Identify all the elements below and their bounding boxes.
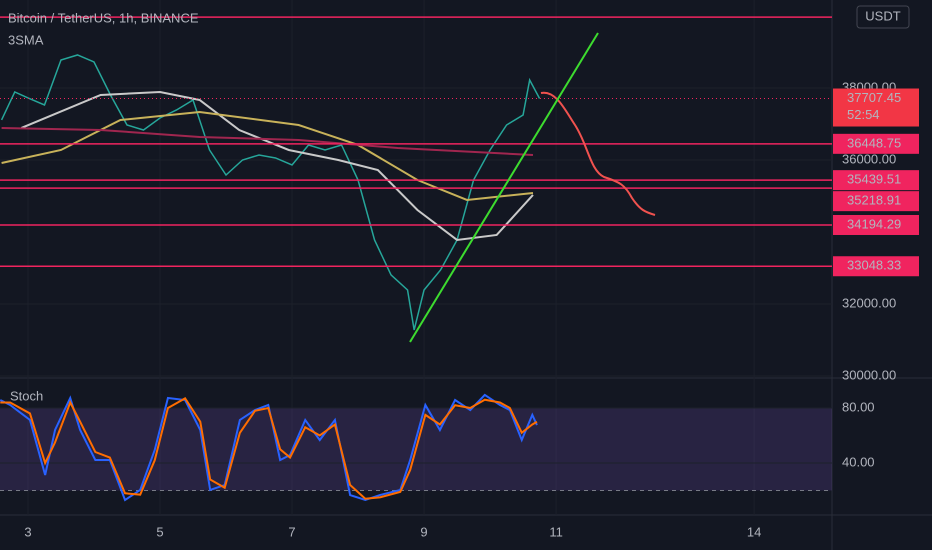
indicator-label: Stoch — [10, 388, 43, 403]
level-label: 35218.91 — [847, 193, 901, 208]
series-line — [0, 393, 538, 502]
x-tick-label: 5 — [156, 524, 163, 539]
last-price-label: 37707.45 — [847, 90, 901, 105]
level-label-box — [833, 256, 919, 277]
currency-badge[interactable] — [856, 5, 910, 29]
x-tick-label: 7 — [288, 524, 295, 539]
series-line — [1, 126, 534, 156]
level-label: 33048.33 — [847, 258, 901, 273]
level-label-box — [833, 170, 919, 191]
level-label: 36448.75 — [847, 135, 901, 150]
x-tick-label: 14 — [747, 524, 761, 539]
x-tick-label: 3 — [24, 524, 31, 539]
level-label-box — [833, 214, 919, 235]
projection-drawing — [540, 91, 656, 216]
y-tick-label: 32000.00 — [842, 295, 896, 310]
trend-line — [409, 32, 599, 343]
x-tick-label: 11 — [549, 524, 563, 539]
plot: 3 5 7 9 11 1430000.0032000.0036000.0038000.00… — [0, 16, 919, 540]
level-label: 34194.29 — [847, 216, 901, 231]
y-tick-label: 30000.00 — [842, 367, 896, 382]
level-label-box — [833, 133, 919, 154]
level-label-box — [833, 191, 919, 212]
series-line — [0, 397, 538, 500]
y-tick-label: 36000.00 — [842, 151, 896, 166]
chart-title: Bitcoin / TetherUS, 1h, BINANCE — [8, 10, 199, 25]
series-line — [1, 110, 534, 202]
last-price-box — [833, 88, 919, 127]
x-tick-label: 9 — [420, 524, 427, 539]
level-label: 35439.51 — [847, 172, 901, 187]
indicator-label: 3SMA — [8, 32, 44, 47]
y-tick-label: 40.00 — [842, 454, 875, 469]
countdown-label: 52:54 — [847, 107, 880, 122]
currency-label: USDT — [865, 8, 900, 23]
y-tick-label: 80.00 — [842, 399, 875, 414]
series-line — [21, 90, 534, 242]
series-line — [0, 54, 541, 331]
